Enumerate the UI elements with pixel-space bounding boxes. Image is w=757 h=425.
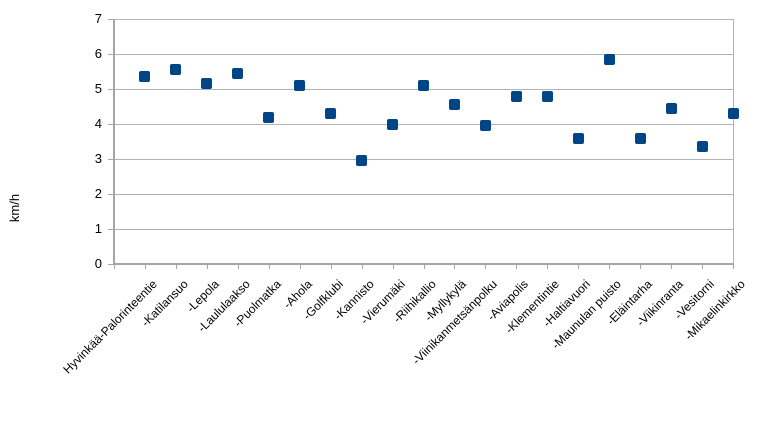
data-point bbox=[448, 99, 460, 111]
data-point bbox=[356, 155, 368, 167]
data-point bbox=[325, 108, 337, 119]
y-tick-label: 2 bbox=[94, 186, 102, 201]
data-point bbox=[603, 53, 615, 65]
y-tick-label: 3 bbox=[94, 151, 102, 166]
x-axis-tick bbox=[144, 264, 146, 269]
y-axis-tick bbox=[108, 194, 114, 195]
x-axis-tick bbox=[237, 264, 239, 269]
data-point bbox=[201, 78, 213, 90]
y-tick-label: 7 bbox=[94, 11, 102, 26]
x-axis-tick bbox=[361, 264, 363, 269]
x-axis-tick bbox=[640, 264, 642, 269]
x-axis-tick bbox=[268, 264, 270, 269]
data-point bbox=[665, 102, 677, 114]
x-axis-tick bbox=[609, 264, 611, 269]
data-point bbox=[479, 120, 491, 132]
y-tick-label: 0 bbox=[94, 256, 102, 271]
y-axis-tick bbox=[108, 159, 114, 160]
data-point bbox=[572, 132, 584, 144]
x-axis-tick bbox=[423, 264, 425, 269]
y-axis-tick bbox=[108, 229, 114, 230]
data-point bbox=[263, 111, 275, 123]
x-axis-tick bbox=[733, 264, 734, 269]
plot-right-border bbox=[733, 19, 734, 264]
data-point bbox=[634, 132, 646, 144]
y-axis-tick bbox=[108, 19, 114, 20]
y-axis-tick bbox=[108, 89, 114, 90]
x-axis-tick bbox=[392, 264, 394, 269]
x-axis-tick bbox=[206, 264, 208, 269]
gridline bbox=[114, 229, 733, 230]
data-point bbox=[727, 108, 739, 119]
x-axis-tick bbox=[671, 264, 673, 269]
data-point bbox=[232, 67, 244, 79]
x-axis-tick bbox=[578, 264, 580, 269]
data-point bbox=[510, 90, 522, 102]
y-tick-label: 6 bbox=[94, 46, 102, 61]
y-axis-tick bbox=[108, 54, 114, 55]
gridline bbox=[114, 194, 733, 195]
x-axis-tick bbox=[516, 264, 518, 269]
y-axis-line bbox=[113, 19, 115, 264]
y-tick-label: 1 bbox=[94, 221, 102, 236]
x-axis-tick bbox=[454, 264, 456, 269]
x-axis-tick bbox=[485, 264, 487, 269]
gridline bbox=[114, 159, 733, 160]
y-axis-tick bbox=[108, 124, 114, 125]
y-axis-title: km/h bbox=[7, 193, 22, 223]
data-point bbox=[170, 64, 182, 76]
data-point bbox=[294, 80, 306, 91]
data-point bbox=[387, 118, 399, 130]
x-axis-tick bbox=[175, 264, 177, 269]
y-tick-label: 4 bbox=[94, 116, 102, 131]
x-axis-tick bbox=[547, 264, 549, 269]
data-point bbox=[139, 71, 151, 83]
data-point bbox=[418, 80, 429, 91]
gridline bbox=[114, 19, 733, 20]
y-axis-tick bbox=[108, 264, 114, 265]
x-axis-tick bbox=[299, 264, 301, 269]
data-point bbox=[696, 141, 708, 153]
y-tick-label: 5 bbox=[94, 81, 102, 96]
x-axis-tick bbox=[114, 264, 115, 269]
x-axis-tick bbox=[330, 264, 332, 269]
data-point bbox=[541, 90, 553, 102]
x-axis-tick bbox=[702, 264, 704, 269]
gridline bbox=[114, 124, 733, 125]
gridline bbox=[114, 54, 733, 55]
